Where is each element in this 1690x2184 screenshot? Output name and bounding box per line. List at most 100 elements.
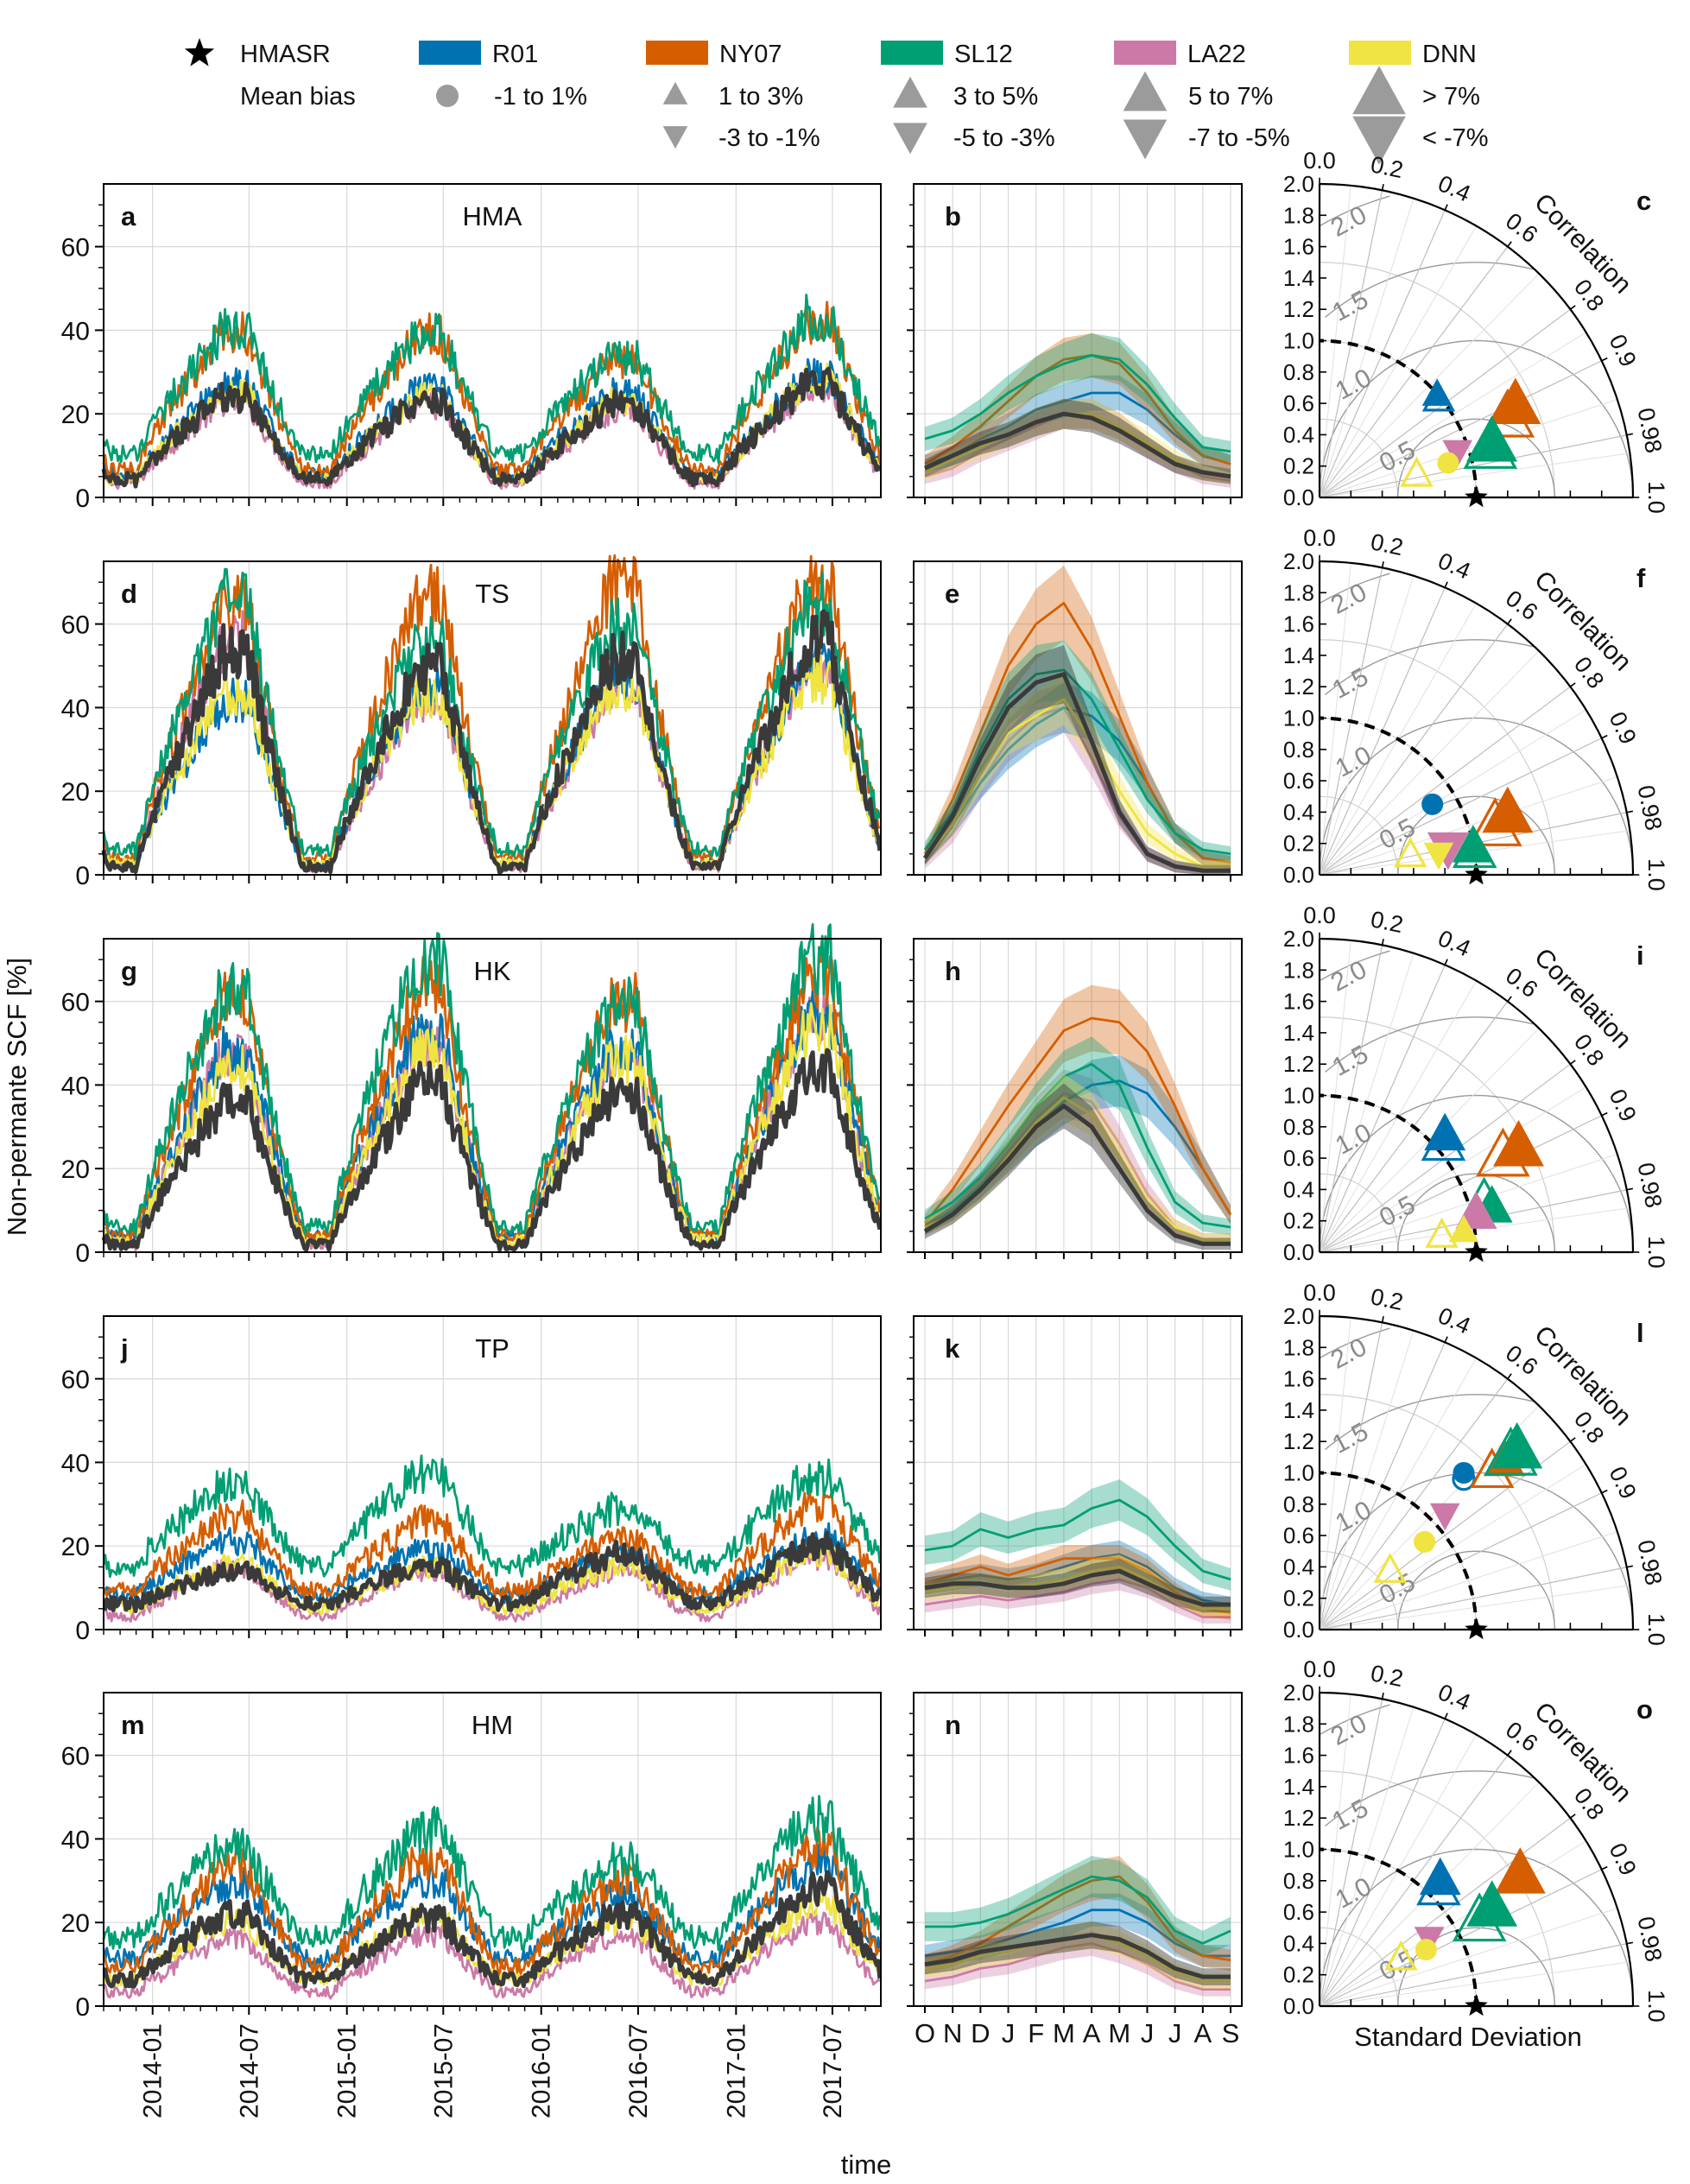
corr-ray-minor — [1319, 1531, 1618, 1630]
x-tick-label: 2014-07 — [235, 2023, 263, 2118]
legend-swatch-sl12 — [881, 41, 943, 65]
mean-line-hmasr — [924, 1568, 1231, 1607]
series-line-hmasr — [101, 1048, 883, 1252]
taylor-marker-dnn — [1425, 1217, 1459, 1248]
corr-tick-label: 0.98 — [1632, 406, 1667, 455]
corr-ray-minor — [1319, 776, 1618, 876]
panel-letter: j — [120, 1333, 129, 1364]
panel-title: TS — [475, 579, 510, 609]
std-arc — [1319, 1770, 1555, 2007]
taylor-marker-dnn — [1437, 452, 1459, 474]
taylor-panel-hk: 0.00.20.40.60.81.01.21.41.61.82.00.0 0.20… — [1283, 902, 1669, 1269]
std-tick-label: 0.8 — [1283, 1868, 1314, 1894]
y-tick-label: 60 — [61, 234, 90, 263]
rmsd-arc — [1325, 1016, 1534, 1073]
corr-tick-label: 1.0 — [1643, 481, 1669, 514]
corr-tick-label: 0.2 — [1369, 529, 1406, 560]
corr-tick — [1569, 1437, 1576, 1442]
y-axis-label: Non-permante SCF [%] — [2, 958, 32, 1236]
corr-ray — [1319, 1943, 1627, 2007]
corr-tick — [1601, 1489, 1608, 1494]
corr-tick-label: 0.9 — [1604, 1839, 1641, 1880]
rmsd-label: 0.5 — [1375, 1567, 1420, 1610]
month-tick-label: J — [1168, 2018, 1182, 2048]
panel-title: HMA — [463, 201, 522, 231]
corr-tick-label: 0.98 — [1632, 1161, 1667, 1210]
corr-tick-label: 0.9 — [1604, 708, 1641, 749]
std-tick-label: 0.4 — [1283, 1554, 1314, 1579]
taylor-marker-ny07 — [1490, 377, 1541, 424]
plot-frame — [913, 1692, 1243, 2007]
reference-star-icon — [1465, 1617, 1488, 1640]
corr-tick — [1507, 996, 1512, 1003]
taylor-panel-tp: 0.00.20.40.60.81.01.21.41.61.82.00.0 0.20… — [1283, 1280, 1669, 1646]
bias-class-label: > 7% — [1422, 83, 1480, 111]
std-tick-label: 1.2 — [1283, 296, 1314, 322]
series-line-hmasr — [102, 1870, 883, 1989]
taylor-marker-sl12 — [1452, 827, 1497, 869]
legend-bias-title: Mean bias — [240, 83, 356, 111]
month-tick-label: M — [1053, 2018, 1075, 2048]
y-tick-label: 0 — [75, 1993, 90, 2022]
corr-tick — [1507, 618, 1512, 625]
month-tick-label: S — [1222, 2018, 1240, 2048]
y-tick-label: 40 — [61, 1826, 90, 1854]
y-tick-label: 40 — [61, 694, 90, 723]
std-tick-label: 0.2 — [1283, 1586, 1314, 1611]
corr-tick — [1569, 1060, 1576, 1065]
taylor-marker-ny07 — [1482, 786, 1534, 833]
y-tick-label: 60 — [61, 1366, 90, 1395]
y-tick-label: 0 — [75, 484, 90, 513]
plot-frame — [913, 560, 1243, 876]
spread-band-hmasr — [925, 645, 1231, 875]
panel-letter: l — [1636, 1318, 1644, 1348]
std-tick-label: 2.0 — [1283, 171, 1314, 197]
y-tick-label: 20 — [61, 1533, 90, 1561]
mean-line-r01 — [924, 391, 1231, 465]
timeseries-panel-ts: 0 20 40 60 d TS — [61, 554, 883, 890]
taylor-marker-r01 — [1416, 1864, 1461, 1906]
panel-title: HK — [473, 956, 510, 986]
corr-tick-label: 0.2 — [1369, 906, 1406, 938]
std-tick-label: 1.2 — [1283, 1805, 1314, 1831]
y-tick-label: 60 — [61, 611, 90, 640]
spread-band-sl12 — [925, 1036, 1231, 1236]
std-tick-label: 1.8 — [1283, 1334, 1314, 1360]
std-tick-label: 1.6 — [1283, 1366, 1314, 1392]
month-tick-label: N — [943, 2018, 962, 2048]
timeseries-panel-hm: 0 20 40 60 m HM — [61, 1692, 883, 2022]
rmsd-arc — [1325, 1770, 1534, 1826]
rmsd-label: 1.5 — [1328, 1417, 1373, 1459]
reference-star-icon — [1465, 863, 1488, 885]
std-tick-label: 1.4 — [1283, 1397, 1314, 1423]
seasonal-panel-hk: h — [907, 938, 1243, 1259]
taylor-x-axis-label: Standard Deviation — [1354, 2022, 1582, 2052]
rmsd-arc — [1325, 1394, 1534, 1450]
mean-line-sl12 — [924, 1498, 1231, 1581]
seasonal-panel-hm: n — [907, 1692, 1243, 2013]
y-tick-label: 0 — [75, 862, 90, 890]
legend-reference-label: HMASR — [240, 41, 331, 68]
spread-band-ny07 — [925, 1856, 1231, 1975]
series-line-hmasr — [103, 1530, 883, 1614]
corr-tick-label: 1.0 — [1643, 858, 1669, 891]
rmsd-label: 1.0 — [1331, 741, 1376, 783]
reference-star-icon — [1465, 1994, 1488, 2016]
spread-band-hmasr — [925, 1921, 1231, 1985]
rmsd-label: 2.0 — [1326, 1333, 1371, 1375]
rmsd-arc — [1319, 339, 1634, 498]
rmsd-arc — [1397, 1550, 1555, 1630]
y-tick-label: 0 — [75, 1239, 90, 1268]
corr-tick-label: 1.0 — [1643, 1613, 1669, 1646]
series-line-ny07 — [102, 1486, 882, 1601]
mean-line-r01 — [924, 1079, 1232, 1229]
timeseries-panel-hk: 0 20 40 60 g HK — [61, 923, 883, 1268]
std-arc — [1319, 1016, 1555, 1253]
mean-line-hmasr — [923, 1104, 1231, 1246]
corr-tick-label: 0.4 — [1434, 1302, 1474, 1339]
y-tick-label: 40 — [61, 317, 90, 345]
taylor-marker-r01 — [1421, 1120, 1466, 1162]
series-line-sl12 — [102, 293, 882, 464]
taylor-marker-dnn — [1384, 1940, 1418, 1971]
rmsd-arc — [1319, 1704, 1390, 1736]
